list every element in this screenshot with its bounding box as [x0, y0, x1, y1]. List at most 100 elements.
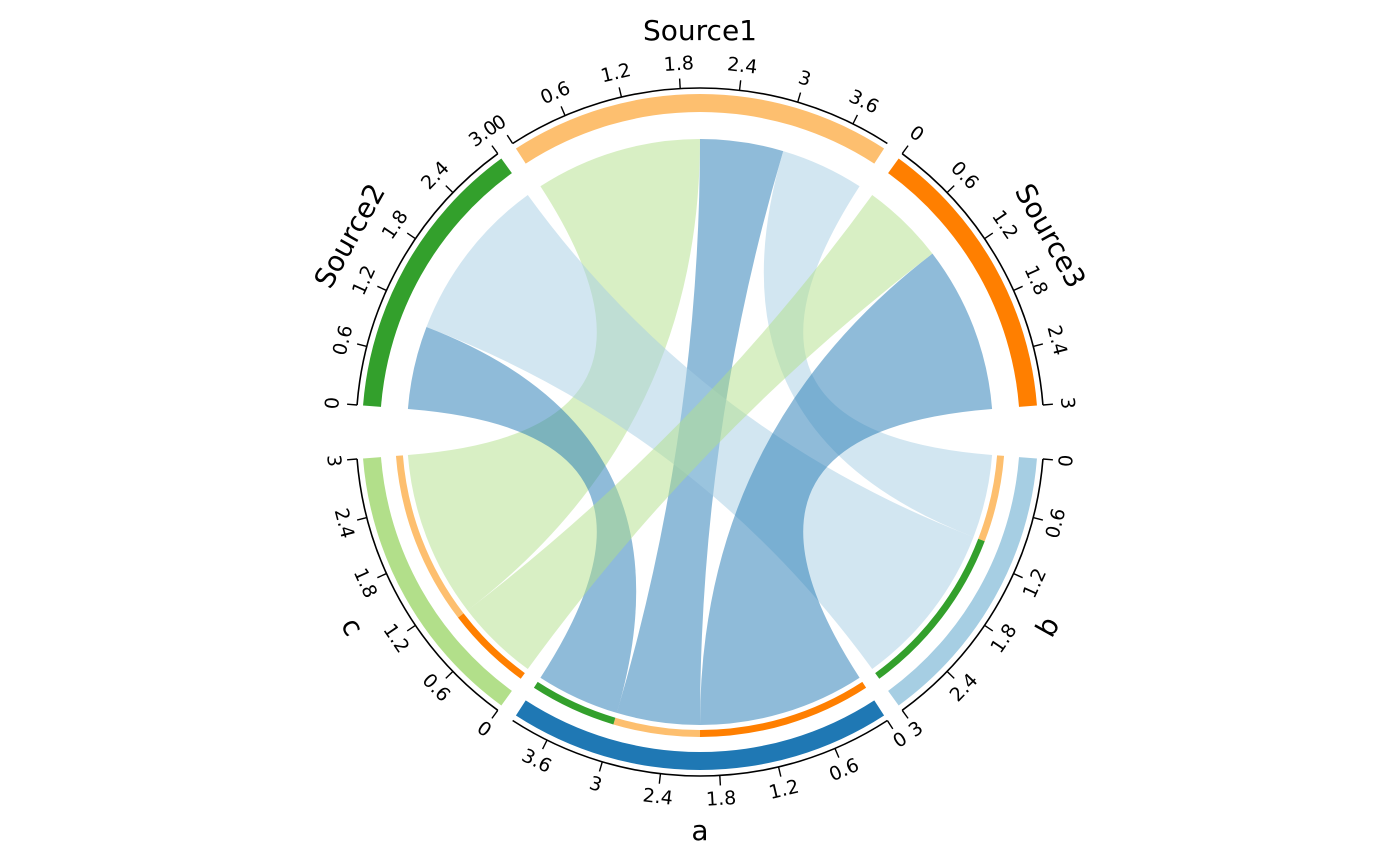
- tick-mark: [852, 114, 859, 125]
- tick-mark: [541, 739, 548, 750]
- axis-line: [901, 458, 1044, 711]
- tick-mark: [738, 80, 742, 91]
- sector-label: b: [1029, 611, 1066, 643]
- chord: [700, 253, 993, 725]
- sector-track: [363, 457, 512, 706]
- tick-label: 1.2: [1019, 565, 1051, 602]
- tick-label: 0: [1055, 454, 1078, 468]
- tick-label: 1.2: [987, 206, 1022, 243]
- tick-label: 3: [905, 717, 928, 742]
- tick-mark: [834, 748, 840, 758]
- tick-label: 1.8: [986, 620, 1021, 657]
- tick-mark: [491, 145, 499, 155]
- axis-line: [356, 458, 499, 711]
- tick-label: 1.2: [767, 776, 801, 804]
- tick-label: 1.8: [349, 565, 381, 602]
- tick-mark: [377, 285, 387, 292]
- tick-mark: [984, 232, 994, 240]
- tick-label: 1.8: [1020, 262, 1052, 299]
- tick-mark: [658, 773, 662, 784]
- tick-label: 0: [889, 728, 911, 753]
- tick-label: 0: [905, 121, 928, 146]
- tick-label: 0.6: [329, 323, 358, 358]
- tick-mark: [797, 92, 802, 103]
- tick-label: 1.8: [663, 52, 694, 76]
- tick-mark: [347, 458, 358, 461]
- sector-track: [888, 158, 1037, 407]
- sector-label: Source2: [307, 178, 391, 294]
- tick-mark: [1042, 403, 1053, 406]
- link-track: [875, 538, 985, 679]
- tick-mark: [598, 761, 603, 772]
- tick-label: 3: [322, 454, 345, 468]
- tick-label: 3.6: [845, 85, 882, 118]
- link-track: [395, 455, 464, 618]
- tick-label: 3: [1056, 396, 1079, 410]
- tick-mark: [1013, 572, 1023, 579]
- tick-label: 0.6: [1042, 506, 1071, 541]
- tick-mark: [406, 232, 416, 240]
- tick-label: 3: [796, 66, 814, 91]
- tick-mark: [491, 709, 499, 719]
- tick-mark: [1033, 516, 1044, 521]
- chord: [407, 326, 637, 713]
- tick-label: 1.2: [599, 59, 633, 87]
- tick-label: 1.2: [378, 620, 413, 657]
- tick-label: 1.8: [705, 787, 736, 811]
- link-track: [458, 613, 525, 679]
- tick-mark: [946, 670, 955, 679]
- link-track: [533, 681, 616, 725]
- tick-mark: [1013, 285, 1023, 292]
- tick-mark: [356, 516, 367, 521]
- tick-label: 0.6: [826, 754, 862, 786]
- tick-mark: [445, 670, 454, 679]
- axis-line: [512, 87, 888, 145]
- axis-line: [356, 153, 499, 406]
- tick-mark: [901, 709, 909, 719]
- sector-label: Source1: [643, 14, 757, 47]
- tick-label: 2.4: [330, 506, 359, 541]
- link-track: [700, 681, 867, 737]
- tick-label: 1.8: [378, 206, 413, 243]
- tick-label: 3: [587, 772, 605, 797]
- sector-track: [515, 93, 885, 164]
- chord: [407, 139, 700, 611]
- tick-label: 2.4: [1043, 323, 1072, 358]
- tick-label: 2.4: [726, 53, 759, 78]
- tick-mark: [445, 185, 454, 194]
- sector-label: c: [334, 612, 370, 642]
- tick-mark: [347, 403, 358, 406]
- link-track: [978, 455, 1005, 542]
- sector-label: Source3: [1008, 178, 1092, 294]
- sector-track: [888, 457, 1037, 706]
- tick-label: 2.4: [641, 784, 674, 809]
- tick-label: 3.6: [518, 745, 555, 778]
- chord: [467, 194, 933, 670]
- links: [407, 139, 993, 725]
- tick-mark: [886, 720, 894, 730]
- tick-mark: [946, 185, 955, 194]
- tick-mark: [777, 766, 782, 777]
- tick-mark: [901, 145, 909, 155]
- tick-label: 0.6: [537, 77, 573, 109]
- tracks: [347, 78, 1053, 786]
- sector-track: [515, 700, 885, 771]
- axis-line: [512, 719, 888, 777]
- tick-label: 0: [321, 396, 344, 410]
- tick-mark: [1042, 458, 1053, 461]
- tick-mark: [406, 624, 416, 632]
- tick-mark: [984, 624, 994, 632]
- tick-label: 0: [473, 717, 496, 742]
- tick-mark: [506, 134, 514, 144]
- tick-mark: [560, 106, 566, 116]
- sector-label: a: [691, 814, 708, 847]
- sector-track: [363, 158, 512, 407]
- chord: [763, 151, 993, 538]
- tick-mark: [678, 78, 681, 89]
- tick-mark: [1033, 343, 1044, 348]
- tick-mark: [618, 87, 623, 98]
- tick-mark: [719, 775, 722, 786]
- link-track: [613, 717, 700, 737]
- tick-mark: [356, 343, 367, 348]
